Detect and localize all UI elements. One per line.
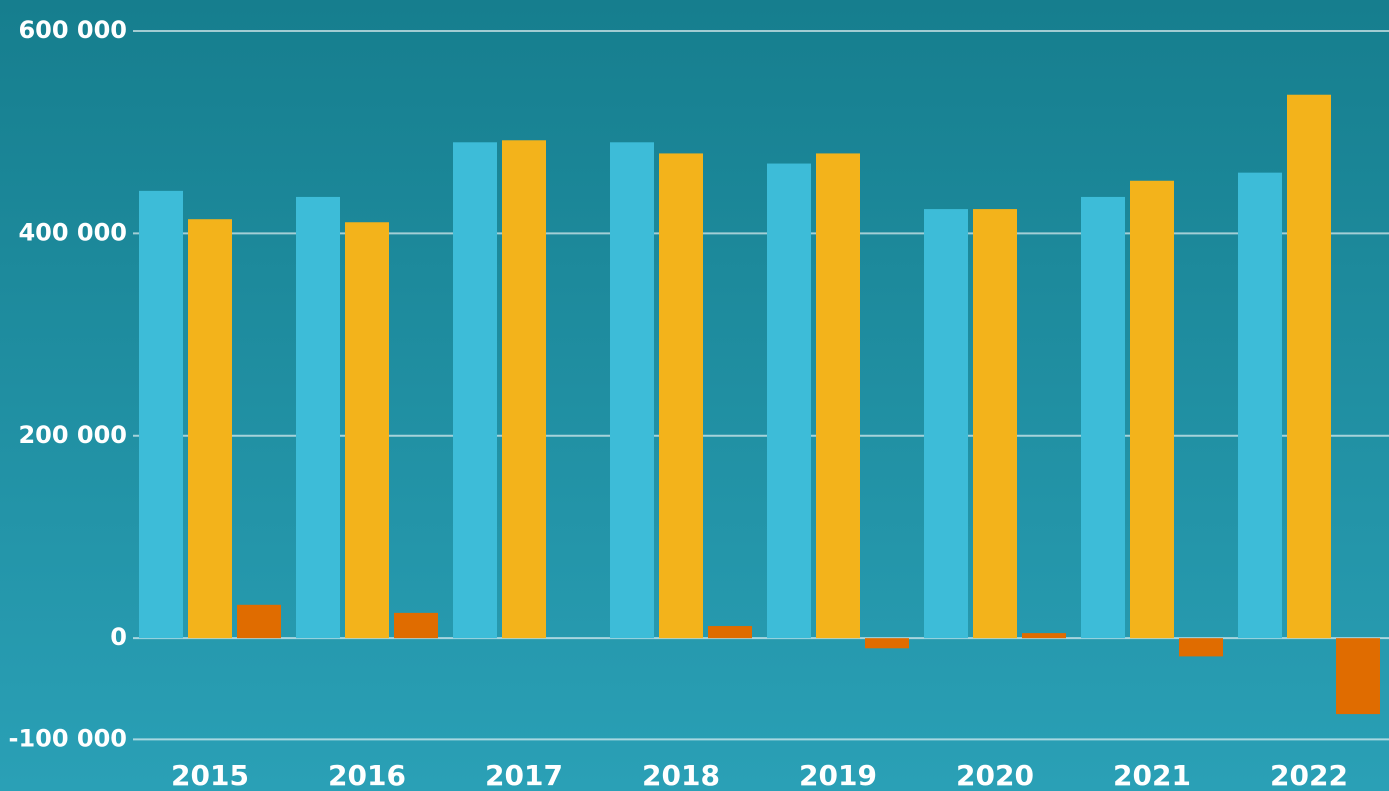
x-tick-label: 2020 [956, 759, 1034, 791]
bar [237, 604, 281, 639]
bar [1336, 638, 1380, 715]
bar [394, 612, 438, 639]
bar [865, 638, 909, 649]
bar [816, 153, 860, 639]
bar [1081, 196, 1125, 639]
bar [767, 163, 811, 639]
y-tick-label: 400 000 [18, 218, 127, 246]
bar [708, 626, 752, 639]
bar [924, 209, 968, 639]
bar [188, 219, 232, 639]
bar [1179, 638, 1223, 657]
x-tick-label: 2017 [485, 759, 563, 791]
y-tick-label: -100 000 [8, 724, 127, 752]
bar [610, 142, 654, 639]
bar [296, 196, 340, 639]
x-tick-label: 2021 [1113, 759, 1191, 791]
bar [1130, 180, 1174, 639]
bar [453, 142, 497, 639]
bar [659, 153, 703, 639]
y-tick-label: 0 [110, 623, 127, 651]
x-tick-label: 2018 [642, 759, 720, 791]
bar [1287, 94, 1331, 639]
bar [502, 140, 546, 639]
x-tick-label: 2019 [799, 759, 877, 791]
bar [1238, 172, 1282, 639]
bar [1022, 633, 1066, 639]
x-tick-label: 2016 [328, 759, 406, 791]
bar [345, 222, 389, 639]
x-tick-label: 2015 [171, 759, 249, 791]
bar [973, 209, 1017, 639]
y-tick-label: 200 000 [18, 421, 127, 449]
x-tick-label: 2022 [1270, 759, 1348, 791]
bar [139, 190, 183, 639]
y-tick-label: 600 000 [18, 16, 127, 44]
